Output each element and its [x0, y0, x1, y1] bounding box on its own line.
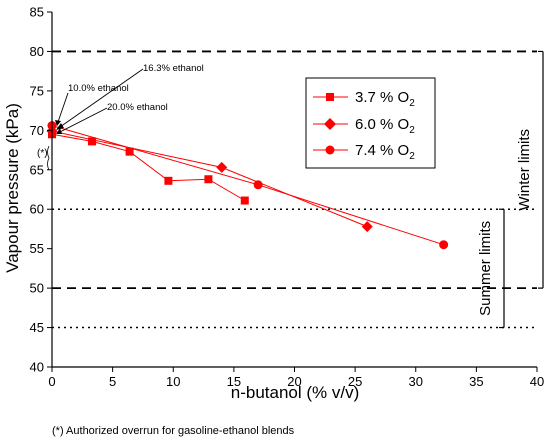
- limit-label-0: Winter limits: [516, 129, 533, 211]
- series-line-0: [51, 133, 246, 201]
- plot-axes: [51, 12, 537, 368]
- x-tick-label-35: 35: [469, 374, 483, 389]
- x-axis-title: n-butanol (% v/v): [231, 383, 360, 402]
- arrow-16-3-ethanol: [59, 68, 144, 128]
- star-note: (*): [37, 148, 48, 159]
- x-tick-label-20: 20: [287, 374, 301, 389]
- data-point-square-3: [164, 176, 173, 185]
- data-point-square-5: [240, 196, 249, 205]
- x-tick-label-5: 5: [109, 374, 116, 389]
- data-point-square-1: [88, 137, 97, 146]
- data-point-diamond-1: [216, 161, 228, 173]
- y-tick-label-65: 65: [30, 162, 44, 177]
- arrow-10-0-ethanol: [57, 92, 69, 123]
- data-point-diamond-2: [361, 221, 373, 233]
- data-point-square-4: [204, 175, 213, 184]
- y-tick-label-70: 70: [30, 123, 44, 138]
- arrow-20-0-ethanol: [59, 107, 108, 133]
- legend-label-7-4: 7.4 % O2: [355, 142, 415, 162]
- legend-item-3-7: 3.7 % O2: [313, 89, 415, 109]
- y-axis-title: Vapour pressure (kPa): [3, 103, 22, 273]
- axis-ticks: 0 5 10 15 20 25 30 35 40 40 45 50 55 60 65 70 75 80 85: [30, 5, 545, 390]
- data-point-circle-2: [439, 240, 449, 250]
- y-tick-label-45: 45: [30, 320, 44, 335]
- star-note-brace: [47, 145, 50, 171]
- data-point-circle-1: [253, 180, 263, 190]
- legend-square-marker: [326, 93, 334, 101]
- limit-brackets: Winter limits Summer limits: [477, 50, 544, 329]
- y-tick-label-75: 75: [30, 83, 44, 98]
- y-tick-label-55: 55: [30, 241, 44, 256]
- y-tick-label-60: 60: [30, 202, 44, 217]
- legend-circle-marker: [325, 145, 335, 155]
- legend-label-3-7: 3.7 % O2: [355, 89, 415, 109]
- footnote: (*) Authorized overrun for gasoline-etha…: [52, 425, 295, 437]
- x-tick-label-15: 15: [227, 374, 241, 389]
- annotation-16-3-ethanol: 16.3% ethanol: [143, 63, 204, 74]
- reference-lines: [52, 50, 537, 329]
- legend-item-6-0: 6.0 % O2: [313, 116, 415, 136]
- limit-label-1: Summer limits: [477, 221, 494, 316]
- arrowhead-20-0-ethanol: [56, 128, 62, 134]
- legend-item-7-4: 7.4 % O2: [313, 142, 415, 162]
- x-tick-label-25: 25: [348, 374, 362, 389]
- y-tick-label-40: 40: [30, 360, 44, 375]
- y-tick-label-50: 50: [30, 281, 44, 296]
- x-tick-label-10: 10: [166, 374, 180, 389]
- arrowhead-10-0-ethanol: [55, 120, 61, 126]
- x-tick-label-40: 40: [530, 374, 544, 389]
- y-tick-label-85: 85: [30, 5, 44, 20]
- x-tick-label-30: 30: [409, 374, 423, 389]
- legend: 3.7 % O2 6.0 % O2 7.4 % O2: [305, 77, 436, 169]
- x-tick-label-0: 0: [48, 374, 55, 389]
- y-tick-label-80: 80: [30, 44, 44, 59]
- data-point-square-2: [125, 147, 134, 156]
- ethanol-annotations: 16.3% ethanol 10.0% ethanol 20.0% ethano…: [55, 63, 204, 134]
- arrowhead-16-3-ethanol: [56, 123, 64, 130]
- annotation-10-0-ethanol: 10.0% ethanol: [68, 83, 129, 94]
- annotation-20-0-ethanol: 20.0% ethanol: [107, 102, 168, 113]
- legend-label-6-0: 6.0 % O2: [355, 116, 415, 136]
- legend-diamond-marker: [324, 118, 336, 130]
